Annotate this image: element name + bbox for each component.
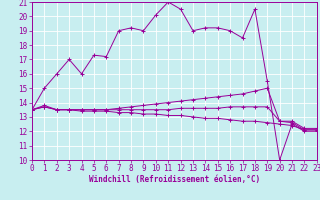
- X-axis label: Windchill (Refroidissement éolien,°C): Windchill (Refroidissement éolien,°C): [89, 175, 260, 184]
